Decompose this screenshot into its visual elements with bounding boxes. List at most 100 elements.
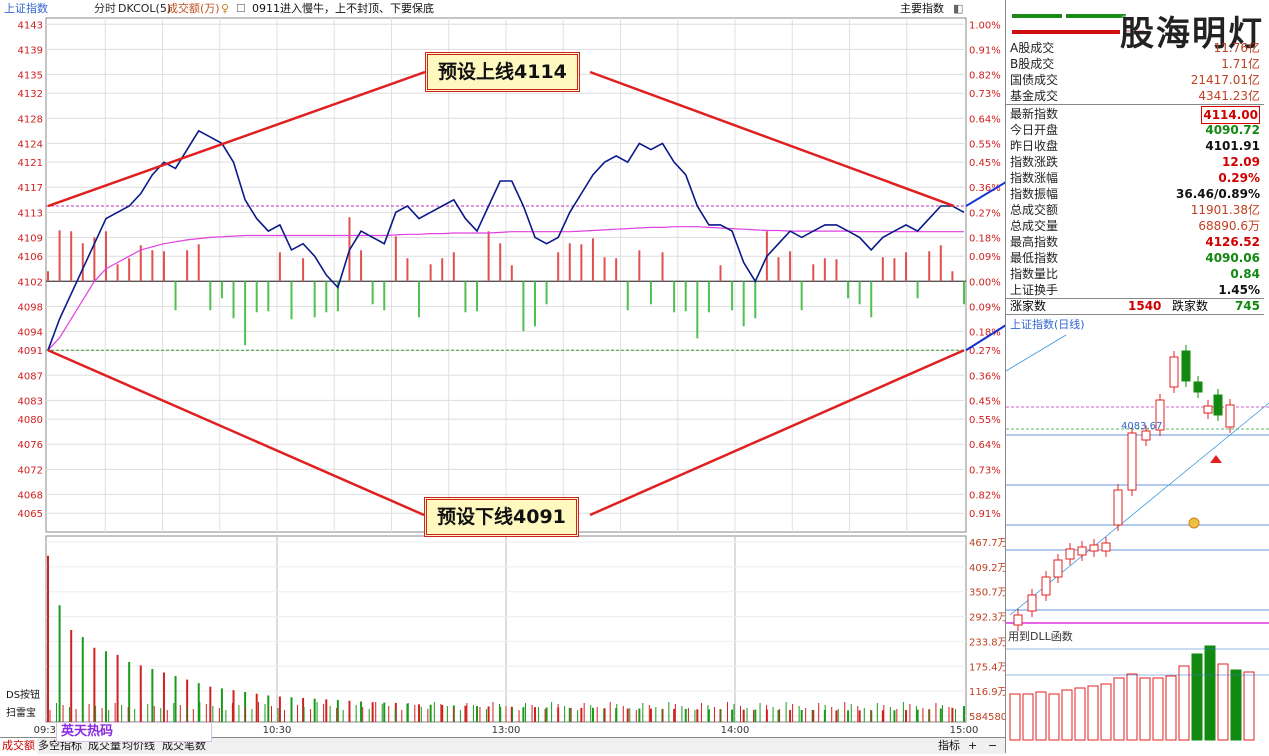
y-tick-label-2: 4135	[18, 70, 43, 81]
upper-left-line	[47, 70, 426, 208]
tab-3[interactable]: 成交笔数	[162, 739, 206, 752]
mini-title: 上证指数(日线)	[1010, 318, 1085, 331]
mini-vol-bar-18	[1243, 671, 1255, 741]
stat-high: 最高指数 4126.52	[1010, 235, 1260, 249]
mini-vol-bar-17	[1230, 669, 1242, 741]
mini-trend-top	[1005, 334, 1067, 372]
intraday-chart[interactable]: 4143 1.00% 4139 0.91% 4135 0.82% 4132 0.73% 4128…	[0, 0, 1117, 754]
callout-upper: 预设上线4114	[425, 52, 580, 92]
bottom-toolbar: 成交额 多空指标 成交量 均价线 成交笔数 指标 + −	[0, 737, 1005, 754]
mini-candle-12	[1169, 356, 1179, 388]
stat-vol-ratio: 指数量比 0.84	[1010, 267, 1260, 281]
tab-2[interactable]: 均价线	[122, 739, 155, 752]
y-tick-label-13: 4094	[18, 327, 43, 338]
tab-turnover[interactable]: 成交额	[0, 738, 37, 754]
tab-0[interactable]: 多空指标	[38, 739, 82, 752]
y-tick-label-14: 4091	[18, 346, 43, 357]
up-label: 涨家数	[1010, 299, 1047, 313]
vol-tick-label-0: 467.7万	[969, 538, 1005, 549]
mini-candle-16	[1213, 394, 1223, 416]
vol-tick-label-7: 584580	[969, 712, 1005, 723]
mode-label[interactable]: 分时	[94, 2, 116, 15]
chart-header: 上证指数 分时 DKCOL(5) 成交额(万) ♀ ☐ 0911进入慢牛，上不封…	[0, 0, 1005, 18]
mini-candle-11	[1155, 399, 1165, 431]
bell-icon[interactable]: ♀	[221, 2, 230, 15]
pct-tick-label-4: 0.64%	[969, 114, 1001, 125]
right-panel: 股海明灯 A股成交 11.76亿 B股成交 1.71亿 国债成交 21417.01亿 …	[1005, 0, 1269, 753]
stock-tag: 0911进入慢牛，上不封顶、下要保底	[252, 2, 434, 15]
dropdown-icon[interactable]: ◧	[953, 2, 964, 15]
y-tick-label-8: 4113	[18, 208, 43, 219]
tab-1[interactable]: 成交量	[88, 739, 121, 752]
edit-icon[interactable]: ☐	[236, 2, 246, 15]
upper-right-line	[589, 70, 955, 208]
y-tick-label-4: 4128	[18, 114, 43, 125]
x-tick-label-4: 15:00	[950, 725, 979, 736]
mini-candle-2	[1041, 576, 1051, 596]
pct-tick-label-17: 0.55%	[969, 415, 1001, 426]
mini-vol-bar-11	[1152, 677, 1164, 741]
mini-vol-bar-16	[1217, 663, 1229, 741]
mini-vol-bar-0	[1009, 693, 1021, 741]
pct-tick-label-13: 0.18%	[969, 327, 1001, 338]
y-tick-label-5: 4124	[18, 139, 43, 150]
add-button[interactable]: +	[968, 739, 978, 752]
down-label: 跌家数	[1172, 299, 1209, 313]
y-tick-label-19: 4072	[18, 465, 43, 476]
mini-candle-1	[1027, 594, 1037, 612]
chart-svg: 4143 1.00% 4139 0.91% 4135 0.82% 4132 0.73% 4128…	[18, 17, 1117, 736]
stat-total-volume: 总成交量 68890.6万	[1010, 219, 1260, 233]
y-tick-label-10: 4106	[18, 252, 43, 263]
pct-tick-label-3: 0.73%	[969, 89, 1001, 100]
index-name[interactable]: 上证指数	[4, 2, 48, 15]
minus-button[interactable]: −	[988, 739, 998, 752]
y-tick-label-21: 4065	[18, 509, 43, 520]
mini-kline[interactable]: 上证指数(日线) 4083.67 用到DLL函数	[1005, 315, 1269, 753]
up-down-row: 涨家数 1540 跌家数 745	[1006, 298, 1264, 315]
x-tick-label-2: 13:00	[492, 725, 521, 736]
mini-candle-13	[1181, 350, 1191, 382]
price-line	[47, 129, 965, 351]
x-tick-label-3: 14:00	[721, 725, 750, 736]
stat-change-pct: 指数涨幅 0.29%	[1010, 171, 1260, 185]
indicator-label[interactable]: DKCOL(5)	[118, 2, 172, 15]
pct-tick-label-11: 0.00%	[969, 277, 1001, 288]
avg-line	[47, 226, 964, 351]
mini-vol-bar-6	[1087, 685, 1099, 741]
stat-open: 今日开盘 4090.72	[1010, 123, 1260, 137]
pct-tick-label-1: 0.91%	[969, 45, 1001, 56]
y-tick-label-18: 4076	[18, 440, 43, 451]
mini-candle-7	[1101, 542, 1111, 552]
mini-vol-bar-2	[1035, 691, 1047, 741]
down-count: 745	[1234, 299, 1260, 313]
main-index-button[interactable]: 主要指数	[900, 2, 944, 15]
vol-tick-label-1: 409.2万	[969, 563, 1005, 574]
mini-candle-15	[1203, 405, 1213, 414]
dll-label: 用到DLL函数	[1008, 630, 1073, 643]
y-tick-label-3: 4132	[18, 89, 43, 100]
vol-tick-label-5: 175.4万	[969, 662, 1005, 673]
y-tick-label-9: 4109	[18, 233, 43, 244]
pct-tick-label-20: 0.82%	[969, 490, 1001, 501]
mini-vol-bar-14	[1191, 653, 1203, 741]
stat-latest: 最新指数 4114.00	[1010, 106, 1260, 124]
mini-candle-5	[1077, 546, 1087, 556]
y-tick-label-12: 4098	[18, 302, 43, 313]
pct-tick-label-19: 0.73%	[969, 465, 1001, 476]
vol-tick-label-6: 116.9万	[969, 687, 1005, 698]
mini-vol-bar-1	[1022, 693, 1034, 741]
y-tick-label-17: 4080	[18, 415, 43, 426]
scan-label[interactable]: 扫雷宝	[6, 708, 36, 719]
indicator-button[interactable]: 指标	[938, 739, 960, 752]
pct-tick-label-14: 0.27%	[969, 346, 1001, 357]
vol-tick-label-3: 292.3万	[969, 613, 1005, 624]
mini-candle-14	[1193, 381, 1203, 393]
pct-tick-label-5: 0.55%	[969, 139, 1001, 150]
mini-vol-bar-7	[1100, 683, 1112, 741]
ds-button[interactable]: DS按钮	[6, 690, 41, 701]
mini-vol-bar-5	[1074, 687, 1086, 741]
stat-low: 最低指数 4090.06	[1010, 251, 1260, 265]
brand-badge: 英天热码	[56, 722, 212, 742]
stat-amplitude: 指数振幅 36.46/0.89%	[1010, 187, 1260, 201]
x-tick-label-0: 09:30	[34, 725, 63, 736]
